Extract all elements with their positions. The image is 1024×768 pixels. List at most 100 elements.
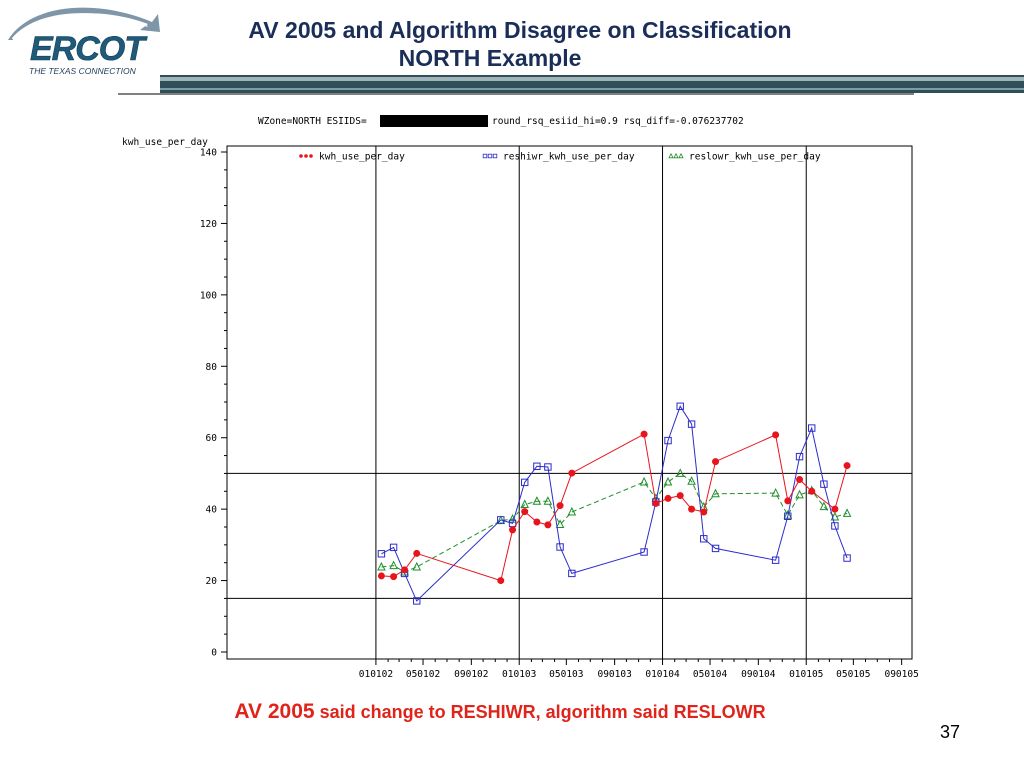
y-tick-label: 60 [206,433,218,444]
reference-lines [227,146,912,659]
legend-marker [668,152,674,159]
data-point-triangle [412,561,422,571]
chart-title-suffix: round_rsq_esiid_hi=0.9 rsq_diff=-0.07623… [492,116,744,127]
data-point-dot [377,572,385,580]
ercot-logo: ERCOT THE TEXAS CONNECTION [8,7,160,76]
data-point-square [831,522,839,530]
legend: kwh_use_per_day reshiwr_kwh_use_per_day re… [299,152,821,163]
data-point-square [687,420,696,428]
x-tick-label: 050103 [549,669,583,680]
y-tick-label: 120 [200,219,217,230]
slide-title: AV 2005 and Algorithm Disagree on Classi… [200,16,840,72]
data-point-dot [796,476,804,483]
legend-marker [482,153,488,159]
data-point-dot [808,487,816,495]
redacted-id-block [380,115,488,127]
x-tick-label: 010102 [359,669,393,680]
data-point-triangle [842,508,852,517]
legend-item: reslowr_kwh_use_per_day [668,152,821,163]
legend-marker [309,154,313,158]
data-point-dot [688,505,696,513]
data-point-square [568,569,576,578]
data-point-triangle [819,501,829,511]
x-tick-label: 090102 [454,669,488,680]
legend-label: kwh_use_per_day [319,152,405,163]
y-tick-label: 0 [211,648,217,659]
y-tick-label: 80 [206,362,218,373]
data-point-square [521,478,529,487]
data-point-square [556,543,564,551]
series-reslowr_kwh_use_per_day [377,468,852,576]
x-tick-label: 050104 [693,669,728,680]
data-point-dot [521,508,529,516]
legend-label: reslowr_kwh_use_per_day [689,152,821,163]
data-point-triangle [520,499,530,508]
data-point-square [664,436,672,445]
chart-title: WZone=NORTH ESIIDS= round_rsq_esiid_hi=0… [258,115,744,127]
data-point-square [640,548,648,556]
x-tick-label: 010105 [789,669,823,680]
data-point-square [711,544,720,553]
slide-caption: AV 2005 said change to RESHIWR, algorith… [0,700,1000,724]
series-layer [377,402,852,605]
y-tick-label: 100 [200,290,217,301]
legend-marker [299,154,303,158]
data-point-dot [509,526,517,534]
x-axis: 010102 050102 090102 010103 050103 090103 0101… [359,659,919,680]
data-point-dot [784,497,792,505]
data-point-square [771,556,780,564]
data-point-dot [640,430,648,438]
x-tick-label: 090105 [884,669,918,680]
data-point-triangle [663,476,673,486]
y-tick-label: 140 [200,148,217,159]
data-point-triangle [532,496,542,505]
data-point-triangle [687,476,696,485]
data-point-dot [772,431,780,439]
data-point-triangle [567,506,577,516]
data-point-dot [401,566,409,574]
data-point-triangle [555,519,565,528]
data-point-triangle [830,511,840,521]
legend-marker [678,152,684,159]
data-point-square [843,554,851,562]
data-point-dot [712,458,720,466]
data-point-dot [843,462,851,470]
x-tick-label: 050102 [406,669,440,680]
data-point-dot [568,469,576,477]
legend-item: reshiwr_kwh_use_per_day [482,152,635,163]
y-axis-label: kwh_use_per_day [122,137,208,148]
legend-marker [487,153,493,159]
data-point-square [676,402,684,410]
svg-text:ERCOT: ERCOT [30,30,148,68]
x-tick-label: 010103 [502,669,536,680]
x-tick-label: 090103 [597,669,631,680]
series-reshiwr_kwh_use_per_day [377,402,851,605]
data-point-triangle [543,496,553,505]
data-point-square [808,424,816,432]
data-point-dot [413,549,421,557]
caption-rest: said change to RESHIWR, algorithm said R… [314,702,766,722]
data-point-square [795,452,804,461]
x-tick-label: 050105 [836,669,870,680]
chart-title-prefix: WZone=NORTH ESIIDS= [258,116,367,127]
legend-marker [304,154,308,158]
caption-lead: AV 2005 [234,700,315,723]
data-point-dot [652,499,660,507]
data-point-dot [664,494,672,502]
series-kwh_use_per_day [377,430,851,585]
data-point-square [497,516,505,524]
svg-text:THE TEXAS CONNECTION: THE TEXAS CONNECTION [29,66,137,76]
data-point-triangle [711,488,720,498]
data-point-square [413,597,421,605]
legend-marker [673,152,679,159]
data-point-dot [533,518,541,526]
page-number: 37 [939,722,961,742]
data-point-square [784,512,792,520]
x-tick-label: 090104 [741,669,776,680]
data-point-square [389,543,398,552]
plot-frame [226,145,913,660]
data-point-triangle [377,561,386,571]
data-point-dot [556,502,564,510]
y-tick-label: 40 [206,505,218,516]
